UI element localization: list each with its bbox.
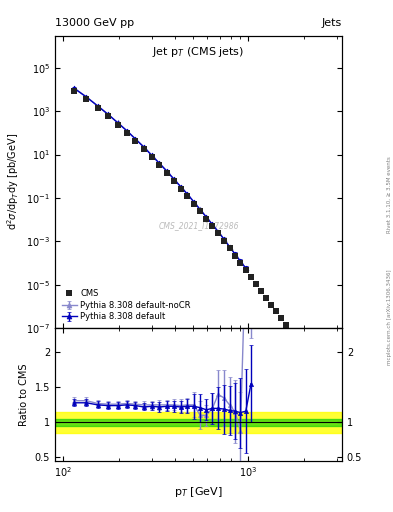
CMS — [84, 96, 89, 102]
Legend: CMS, Pythia 8.308 default-noCR, Pythia 8.308 default: CMS, Pythia 8.308 default-noCR, Pythia 8… — [59, 287, 193, 324]
CMS — [269, 302, 274, 308]
Y-axis label: d$^2\sigma$/dp$_T$dy [pb/GeV]: d$^2\sigma$/dp$_T$dy [pb/GeV] — [5, 133, 20, 230]
CMS — [115, 121, 120, 127]
CMS — [311, 364, 316, 370]
CMS — [293, 336, 298, 342]
CMS — [227, 245, 232, 251]
CMS — [149, 154, 154, 160]
Text: Jets: Jets — [321, 18, 342, 28]
Text: CMS_2021_I1972986: CMS_2021_I1972986 — [158, 221, 239, 230]
CMS — [283, 322, 288, 328]
CMS — [204, 216, 209, 222]
CMS — [95, 105, 100, 111]
CMS — [210, 223, 215, 229]
Text: Rivet 3.1.10, ≥ 3.5M events: Rivet 3.1.10, ≥ 3.5M events — [387, 156, 392, 233]
CMS — [279, 315, 283, 322]
CMS — [216, 230, 220, 237]
CMS — [254, 281, 259, 287]
Line: CMS: CMS — [71, 88, 325, 384]
X-axis label: p$_T$ [GeV]: p$_T$ [GeV] — [174, 485, 223, 499]
CMS — [259, 288, 264, 294]
CMS — [171, 178, 176, 184]
CMS — [72, 88, 76, 94]
CMS — [233, 252, 237, 259]
CMS — [133, 138, 138, 144]
CMS — [141, 146, 146, 152]
Y-axis label: Ratio to CMS: Ratio to CMS — [19, 363, 29, 425]
CMS — [157, 162, 162, 168]
CMS — [243, 267, 248, 273]
CMS — [198, 208, 202, 215]
CMS — [302, 350, 307, 356]
CMS — [264, 294, 269, 301]
Text: Jet p$_T$ (CMS jets): Jet p$_T$ (CMS jets) — [152, 45, 244, 58]
Text: mcplots.cern.ch [arXiv:1306.3436]: mcplots.cern.ch [arXiv:1306.3436] — [387, 270, 392, 365]
CMS — [125, 130, 129, 136]
CMS — [274, 308, 278, 314]
CMS — [249, 274, 253, 280]
CMS — [165, 170, 169, 176]
CMS — [320, 378, 325, 384]
CMS — [185, 193, 190, 199]
CMS — [106, 113, 110, 119]
CMS — [178, 185, 183, 191]
Text: 13000 GeV pp: 13000 GeV pp — [55, 18, 134, 28]
CMS — [238, 260, 243, 266]
CMS — [222, 238, 226, 244]
CMS — [191, 201, 196, 207]
